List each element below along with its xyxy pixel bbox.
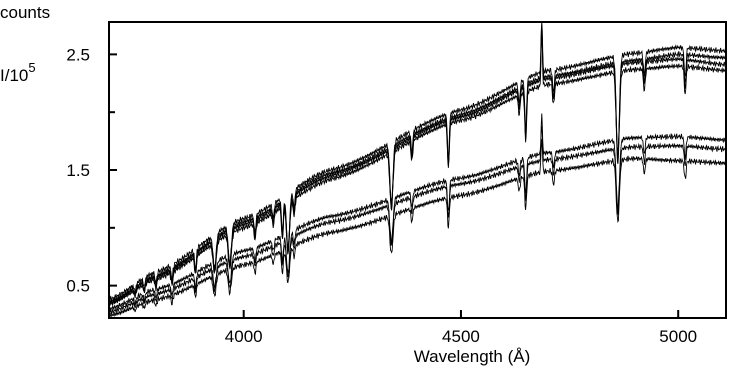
ticks-layer: 4000 4500 5000 0.5 1.5 2.5 <box>66 45 697 346</box>
spectrum-line <box>108 27 727 306</box>
y-axis-label-counts: counts <box>0 3 50 22</box>
spectrum-line <box>108 33 727 307</box>
x-tick-label: 4500 <box>442 327 480 346</box>
series-layer <box>108 21 727 318</box>
spectrum-line <box>108 113 727 312</box>
y-axis-label-scale: I/105 <box>0 60 36 85</box>
spectrum-line <box>108 126 727 315</box>
y-axis-label-scale-base: I/10 <box>0 66 28 85</box>
spectrum-line <box>108 139 727 318</box>
y-tick-label: 1.5 <box>66 161 90 180</box>
spectrum-line <box>108 21 727 303</box>
x-tick-label: 4000 <box>225 327 263 346</box>
y-axis-label-scale-exponent: 5 <box>28 60 35 75</box>
y-tick-label: 2.5 <box>66 45 90 64</box>
spectrum-line <box>108 24 727 305</box>
y-tick-label: 0.5 <box>66 277 90 296</box>
x-tick-label: 5000 <box>659 327 697 346</box>
x-axis-label: Wavelength (Å) <box>414 347 531 366</box>
plot-frame <box>108 21 727 319</box>
